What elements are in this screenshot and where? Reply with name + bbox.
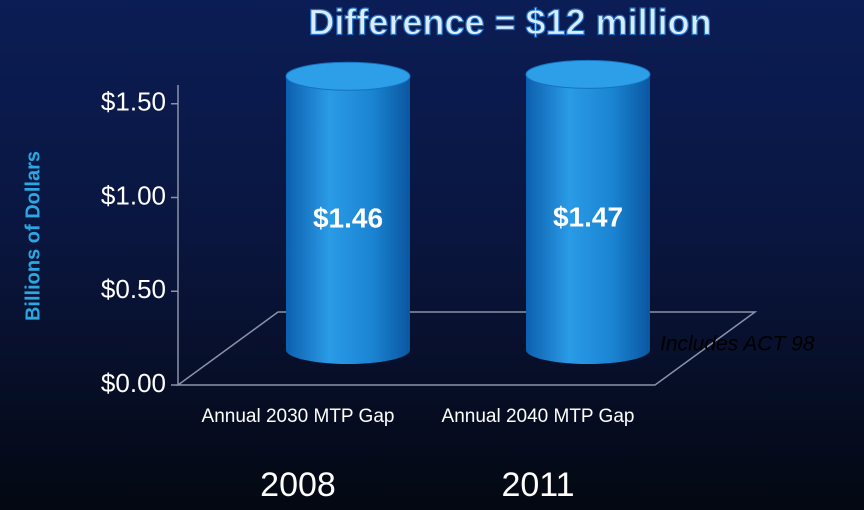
bar [285,61,411,364]
floor [175,311,758,386]
bar-top [525,59,651,89]
x-tick-label: Annual 2030 MTP Gap [201,406,395,427]
bar-body [286,76,410,364]
y-tick-label: $0.00 [101,368,166,398]
bar-top [285,61,411,91]
category-year: 2011 [501,466,575,504]
y-axis-label: Billions of Dollars [22,151,44,321]
bar-body [526,74,650,364]
y-tick-label: $1.00 [101,180,166,210]
y-tick-label: $0.50 [101,274,166,304]
bar [525,59,651,364]
value-label: $1.46 [313,203,383,234]
x-tick-label: Annual 2040 MTP Gap [441,406,635,427]
y-tick-label: $1.50 [101,87,166,117]
chart-title: Difference = $12 million [308,2,711,43]
value-label: $1.47 [553,202,623,233]
category-year: 2008 [260,466,336,504]
annotation: Includes ACT 98 [660,333,815,356]
